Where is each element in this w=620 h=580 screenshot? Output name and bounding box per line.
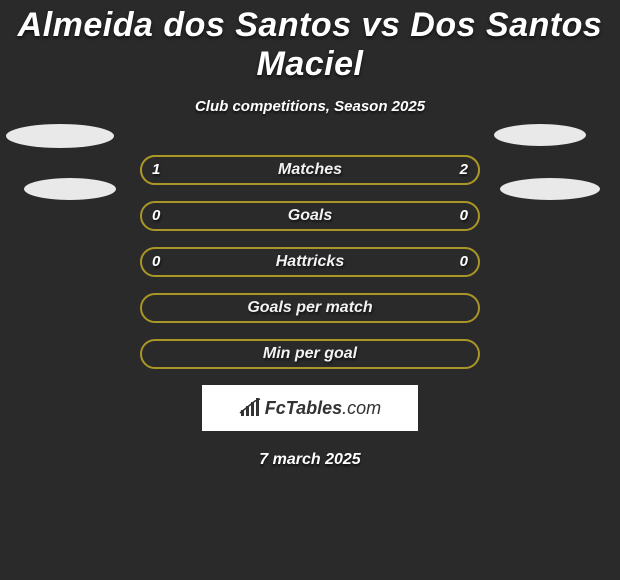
logo-text-main: FcTables	[265, 398, 342, 418]
stat-row: 12Matches	[140, 155, 480, 185]
page-title: Almeida dos Santos vs Dos Santos Maciel	[0, 0, 620, 84]
stat-row: Min per goal	[140, 339, 480, 369]
logo-text-domain: .com	[342, 398, 381, 418]
player-ellipse	[24, 178, 116, 200]
logo-text: FcTables.com	[265, 398, 381, 419]
stat-label: Goals	[140, 201, 480, 231]
stat-label: Goals per match	[140, 293, 480, 323]
bar-chart-icon	[239, 398, 261, 418]
stat-row: 00Hattricks	[140, 247, 480, 277]
player-ellipse	[494, 124, 586, 146]
stat-label: Min per goal	[140, 339, 480, 369]
player-ellipse	[500, 178, 600, 200]
page-subtitle: Club competitions, Season 2025	[0, 98, 620, 115]
stat-label: Matches	[140, 155, 480, 185]
logo-box: FcTables.com	[202, 385, 418, 431]
stat-row: Goals per match	[140, 293, 480, 323]
stat-row: 00Goals	[140, 201, 480, 231]
player-ellipse	[6, 124, 114, 148]
date-text: 7 march 2025	[0, 451, 620, 469]
stat-label: Hattricks	[140, 247, 480, 277]
